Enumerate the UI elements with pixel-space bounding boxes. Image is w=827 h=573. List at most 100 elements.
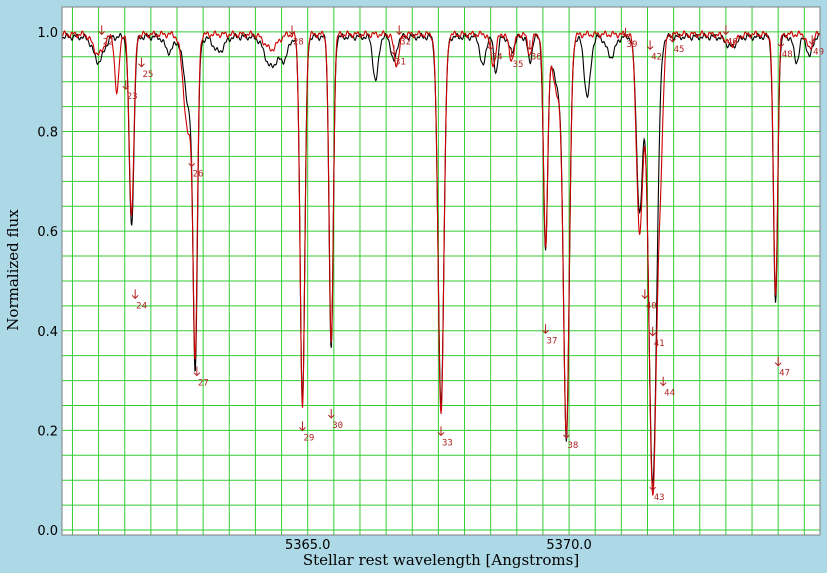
line-marker: 41 [649, 326, 665, 349]
marker-label: 48 [782, 50, 793, 60]
marker-arrow [390, 45, 398, 56]
marker-label: 28 [293, 37, 304, 47]
marker-arrow [526, 40, 534, 51]
marker-label: 25 [142, 70, 153, 80]
marker-arrow [563, 428, 570, 439]
x-axis-label: Stellar rest wavelength [Angstroms] [303, 551, 579, 569]
line-marker: 24 [131, 289, 147, 311]
marker-arrow [98, 25, 106, 36]
marker-label: 33 [442, 438, 453, 448]
y-tick-labels: 0.0 0.2 0.4 0.6 0.8 1.0 [37, 26, 58, 539]
marker-label: 29 [303, 433, 314, 443]
marker-arrow [288, 25, 296, 36]
marker-label: 46 [727, 37, 738, 47]
marker-label: 35 [513, 60, 524, 70]
line-identification-markers: 22 23 24 25 26 27 28 29 30 31 32 33 34 35 36 37 38 39 40 41… [98, 25, 824, 503]
marker-arrow [808, 35, 816, 46]
marker-arrow [508, 47, 515, 58]
x-tick-labels: 5365.0 5370.0 [285, 538, 592, 553]
marker-label: 26 [193, 169, 204, 179]
marker-label: 23 [127, 92, 138, 102]
line-marker: 35 [508, 47, 524, 70]
y-tick-label: 0.4 [37, 325, 58, 340]
y-axis-label: Normalized flux [4, 209, 22, 331]
marker-arrow [299, 421, 306, 432]
marker-label: 38 [567, 441, 578, 451]
line-marker: 34 [487, 40, 503, 62]
line-marker: 44 [659, 376, 675, 399]
marker-label: 39 [627, 40, 638, 50]
y-tick-label: 0.0 [37, 524, 58, 539]
marker-arrow [193, 366, 201, 377]
marker-label: 22 [103, 37, 114, 47]
line-marker: 26 [188, 157, 204, 179]
line-marker: 47 [774, 356, 790, 379]
line-marker: 42 [646, 40, 662, 62]
marker-arrow [542, 324, 549, 334]
marker-label: 49 [813, 47, 824, 57]
line-marker: 49 [808, 35, 824, 57]
line-marker: 29 [299, 421, 314, 443]
marker-label: 42 [651, 52, 662, 62]
marker-arrow [437, 426, 445, 437]
y-tick-label: 0.8 [37, 126, 58, 141]
line-marker: 40 [641, 289, 657, 311]
marker-label: 30 [332, 421, 343, 431]
marker-arrow [622, 27, 629, 38]
marker-arrow [649, 481, 657, 491]
line-marker: 32 [395, 25, 411, 47]
line-marker: 28 [288, 25, 304, 47]
marker-label: 37 [547, 336, 558, 346]
marker-arrow [122, 80, 130, 90]
marker-arrow [774, 356, 782, 367]
line-marker: 23 [122, 80, 138, 102]
marker-label: 45 [674, 45, 685, 55]
marker-arrow [777, 37, 785, 48]
y-tick-label: 0.2 [37, 424, 58, 439]
line-marker: 46 [722, 25, 738, 47]
y-tick-label: 0.6 [37, 225, 58, 240]
line-marker: 43 [649, 481, 665, 503]
marker-label: 32 [400, 37, 411, 47]
spectrum-line-red [61, 29, 821, 496]
line-marker: 36 [526, 40, 542, 62]
marker-label: 31 [395, 57, 406, 67]
marker-arrow [487, 40, 495, 51]
marker-label: 44 [664, 389, 675, 399]
plot-frame [61, 6, 821, 536]
marker-arrow [669, 32, 676, 43]
line-marker: 31 [390, 45, 406, 67]
line-marker: 22 [98, 25, 114, 47]
marker-label: 43 [654, 493, 665, 503]
x-tick-label: 5365.0 [285, 538, 331, 553]
line-marker: 39 [622, 27, 638, 50]
marker-arrow [395, 25, 403, 36]
line-marker: 25 [138, 57, 153, 80]
marker-label: 34 [492, 52, 503, 62]
marker-arrow [327, 408, 335, 419]
x-tick-label: 5370.0 [546, 538, 592, 553]
marker-label: 47 [779, 369, 790, 379]
marker-arrow [659, 376, 667, 387]
marker-arrow [722, 25, 730, 36]
spectrum-series [61, 29, 821, 496]
marker-label: 36 [531, 52, 542, 62]
line-marker: 33 [437, 426, 453, 448]
marker-arrow [646, 40, 654, 51]
plot-area [62, 7, 820, 535]
marker-label: 41 [654, 339, 665, 349]
marker-arrow [188, 157, 195, 168]
y-tick-label: 1.0 [37, 26, 58, 41]
marker-arrow [649, 326, 657, 337]
marker-arrow [641, 289, 649, 300]
line-marker: 45 [669, 32, 685, 55]
line-marker: 27 [193, 366, 209, 389]
line-marker: 30 [327, 408, 343, 431]
line-marker: 48 [777, 37, 793, 60]
marker-label: 24 [136, 301, 147, 311]
grid-lines [62, 6, 820, 535]
marker-arrow [138, 57, 145, 68]
line-marker: 37 [542, 324, 558, 346]
marker-arrow [131, 289, 139, 300]
